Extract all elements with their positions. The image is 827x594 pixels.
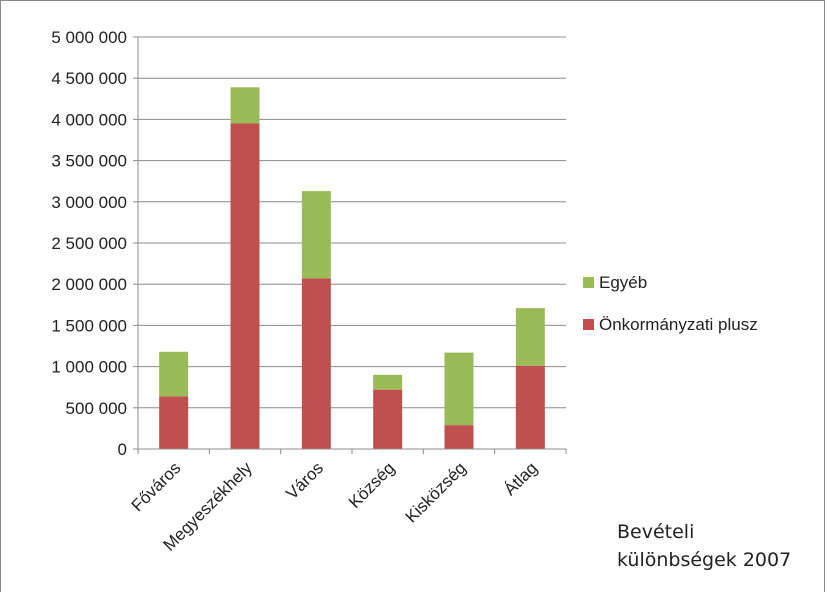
gridlines	[138, 36, 566, 409]
bar-segment	[515, 308, 545, 366]
bar-segment	[373, 389, 403, 449]
y-tick-label: 500 000	[66, 399, 127, 418]
bar-segment	[444, 352, 474, 426]
bar-segment	[301, 278, 331, 449]
y-tick-label: 3 500 000	[51, 152, 127, 171]
x-tick-label: Város	[282, 458, 327, 503]
y-tick-label: 0	[118, 440, 127, 459]
bar-segment	[373, 374, 403, 390]
x-tick-label: Átlag	[500, 458, 541, 499]
y-tick-label: 3 000 000	[51, 193, 127, 212]
legend-label: Önkormányzati plusz	[599, 315, 758, 334]
y-tick-label: 1 500 000	[51, 316, 127, 335]
y-tick-label: 4 000 000	[51, 110, 127, 129]
note-line-1: Bevételi	[617, 521, 695, 543]
y-axis-ticks: 0 500 000 1 000 000 1 500 000 2 000 000 2 500…	[51, 28, 139, 459]
bar-segment	[444, 425, 474, 449]
bar-segment	[230, 87, 260, 124]
chart-note: Bevételi különbségek 2007	[617, 518, 791, 574]
legend-swatch	[583, 277, 594, 288]
y-tick-label: 2 500 000	[51, 234, 127, 253]
bars	[159, 87, 545, 450]
note-line-2: különbségek 2007	[617, 549, 792, 571]
legend: Egyéb Önkormányzati plusz	[583, 273, 758, 334]
y-tick-label: 5 000 000	[51, 28, 127, 47]
legend-swatch	[583, 319, 594, 330]
x-tick-label: Kisközség	[402, 458, 470, 526]
x-tick-label: Község	[345, 458, 399, 512]
y-tick-label: 2 000 000	[51, 275, 127, 294]
x-tick-label: Főváros	[128, 458, 185, 515]
y-tick-label: 1 000 000	[51, 358, 127, 377]
bar-segment	[159, 351, 189, 397]
bar-segment	[515, 365, 545, 449]
bar-segment	[301, 191, 331, 279]
bar-segment	[159, 396, 189, 449]
legend-label: Egyéb	[599, 273, 647, 292]
y-tick-label: 4 500 000	[51, 69, 127, 88]
bar-segment	[230, 123, 260, 450]
